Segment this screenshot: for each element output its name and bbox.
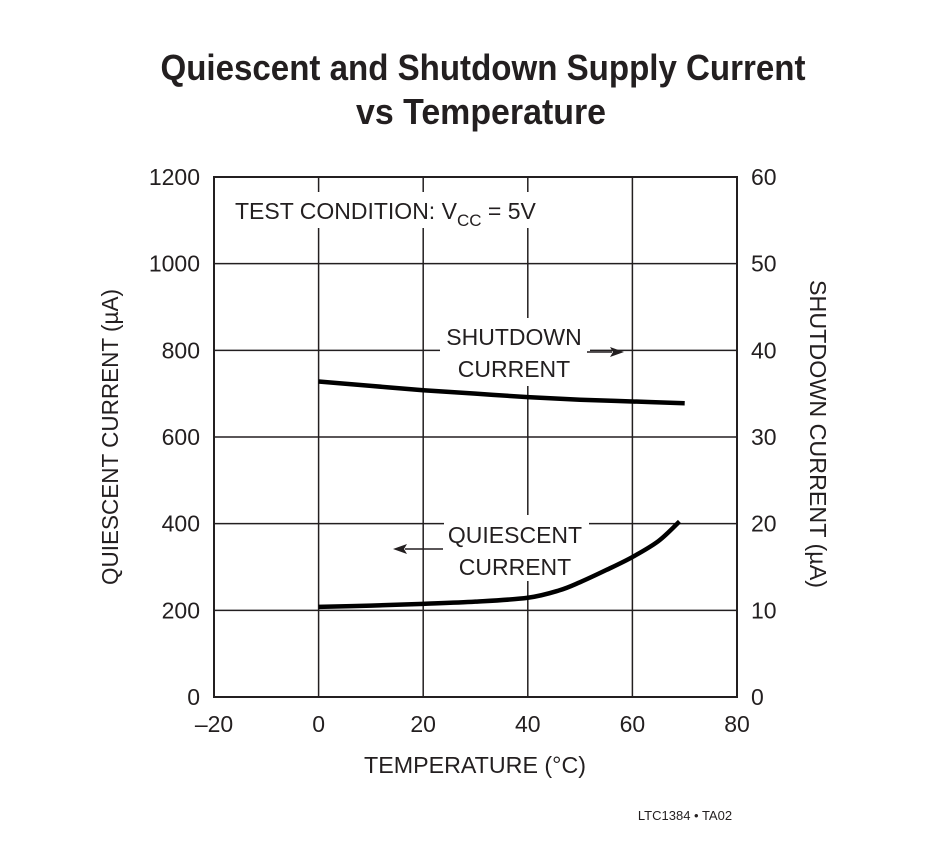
y-left-tick-label: 1000 xyxy=(149,251,200,277)
y-left-tick-label: 0 xyxy=(187,684,200,710)
x-tick-label: 80 xyxy=(724,711,750,737)
y-axis-left-label: QUIESCENT CURRENT (µA) xyxy=(97,289,123,585)
shutdown-label-line1: SHUTDOWN xyxy=(446,324,581,350)
chart-title-line2: vs Temperature xyxy=(356,91,606,132)
x-tick-label: 40 xyxy=(515,711,541,737)
footer-code: LTC1384 • TA02 xyxy=(638,808,732,823)
annotation-prefix: TEST CONDITION: V xyxy=(235,198,458,224)
annotation-sub: CC xyxy=(457,211,482,230)
x-tick-label: 60 xyxy=(620,711,646,737)
y-left-tick-label: 600 xyxy=(162,424,200,450)
shutdown-label-line2: CURRENT xyxy=(458,356,570,382)
quiescent-current-line xyxy=(318,519,682,610)
shutdown-arrow xyxy=(587,347,624,357)
quiescent-label-bg xyxy=(444,515,589,581)
quiescent-arrow xyxy=(393,544,443,554)
x-tick-label: –20 xyxy=(195,711,233,737)
test-condition-annotation: TEST CONDITION: VCC = 5V xyxy=(235,198,537,230)
x-tick-label: 20 xyxy=(410,711,436,737)
y-right-tick-label: 40 xyxy=(751,337,777,363)
y-left-tick-label: 200 xyxy=(162,597,200,623)
y-axis-right-label: SHUTDOWN CURRENT (µA) xyxy=(805,280,831,588)
y-left-tick-label: 400 xyxy=(162,511,200,537)
y-right-tick-label: 30 xyxy=(751,424,777,450)
y-left-tick-label: 1200 xyxy=(149,164,200,190)
annotation-bg xyxy=(228,192,553,228)
quiescent-label-line2: CURRENT xyxy=(459,554,571,580)
shutdown-current-line xyxy=(318,379,685,406)
y-right-tick-label: 60 xyxy=(751,164,777,190)
y-right-tick-label: 20 xyxy=(751,511,777,537)
y-left-tick-label: 800 xyxy=(162,337,200,363)
y-right-tick-label: 0 xyxy=(751,684,764,710)
quiescent-label-line1: QUIESCENT xyxy=(448,522,582,548)
chart-title-line1: Quiescent and Shutdown Supply Current xyxy=(161,47,806,88)
y-right-tick-label: 50 xyxy=(751,251,777,277)
x-axis-label: TEMPERATURE (°C) xyxy=(364,752,586,778)
x-tick-label: 0 xyxy=(312,711,325,737)
annotation-suffix: = 5V xyxy=(482,198,537,224)
y-right-tick-label: 10 xyxy=(751,597,777,623)
grid xyxy=(213,176,738,698)
series-group xyxy=(318,379,685,610)
shutdown-label-bg xyxy=(440,318,590,386)
